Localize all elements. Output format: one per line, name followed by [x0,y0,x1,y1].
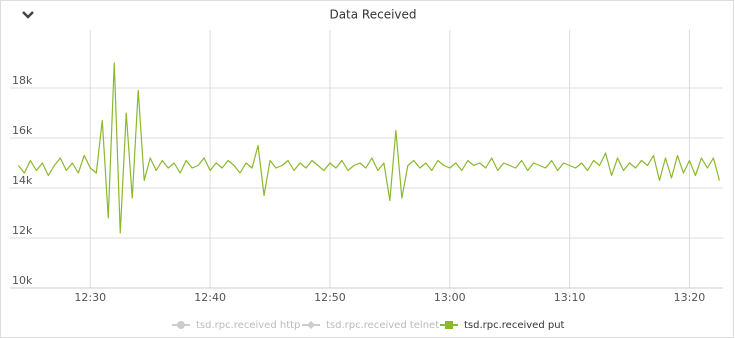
x-tick-label: 12:30 [74,291,106,304]
y-tick-label: 12k [12,224,33,237]
legend-marker[interactable] [445,321,453,329]
y-tick-label: 14k [12,174,33,187]
x-tick-label: 13:10 [554,291,586,304]
x-tick-label: 12:40 [194,291,226,304]
legend-label[interactable]: tsd.rpc.received telnet [326,320,439,331]
x-tick-label: 12:50 [314,291,346,304]
legend-marker[interactable] [177,321,185,329]
y-tick-label: 10k [12,274,33,287]
x-tick-label: 13:00 [434,291,466,304]
chart-title: Data Received [329,8,416,22]
data-line [17,62,720,234]
x-tick-label: 13:20 [674,291,706,304]
legend-label[interactable]: tsd.rpc.received http [196,320,300,331]
y-tick-label: 18k [12,74,33,87]
y-tick-label: 16k [12,124,33,137]
legend-label[interactable]: tsd.rpc.received put [464,320,565,331]
collapse-chevron[interactable] [22,11,34,19]
legend-marker[interactable] [307,321,315,329]
